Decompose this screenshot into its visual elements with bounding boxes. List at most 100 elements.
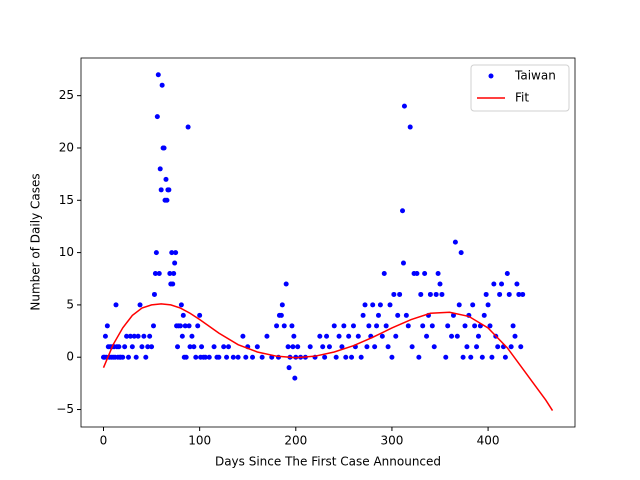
data-point bbox=[391, 291, 397, 297]
data-point bbox=[149, 344, 155, 350]
data-point bbox=[191, 344, 197, 350]
data-point bbox=[462, 323, 468, 329]
data-point bbox=[341, 323, 347, 329]
data-point bbox=[135, 333, 141, 339]
data-point bbox=[370, 302, 376, 308]
data-point bbox=[278, 312, 284, 318]
data-point bbox=[324, 333, 330, 339]
data-point bbox=[152, 271, 158, 277]
data-point bbox=[206, 354, 212, 360]
data-point bbox=[401, 103, 407, 109]
legend-marker bbox=[488, 73, 494, 79]
data-point bbox=[502, 354, 508, 360]
data-point bbox=[147, 333, 153, 339]
data-point bbox=[387, 302, 393, 308]
data-point bbox=[460, 354, 466, 360]
fit-line bbox=[102, 303, 554, 411]
data-point bbox=[285, 344, 291, 350]
data-point bbox=[487, 323, 493, 329]
data-point bbox=[472, 323, 478, 329]
data-point bbox=[133, 354, 139, 360]
legend-label: Taiwan bbox=[514, 69, 556, 83]
data-point bbox=[397, 291, 403, 297]
data-point bbox=[292, 375, 298, 381]
data-point bbox=[240, 333, 246, 339]
data-point bbox=[274, 323, 280, 329]
x-tick-label: 300 bbox=[380, 434, 403, 448]
data-point bbox=[422, 271, 428, 277]
data-point bbox=[189, 333, 195, 339]
data-point bbox=[449, 333, 455, 339]
data-point bbox=[497, 291, 503, 297]
y-tick-label: 0 bbox=[66, 350, 74, 364]
x-tick-label: 100 bbox=[188, 434, 211, 448]
data-point bbox=[125, 354, 131, 360]
data-point bbox=[202, 354, 208, 360]
data-point bbox=[166, 187, 172, 193]
data-point bbox=[433, 291, 439, 297]
data-point bbox=[139, 344, 145, 350]
data-point bbox=[355, 333, 361, 339]
data-point bbox=[326, 344, 332, 350]
data-point bbox=[377, 302, 383, 308]
data-point bbox=[346, 333, 352, 339]
data-point bbox=[186, 323, 192, 329]
data-point bbox=[199, 344, 205, 350]
data-point bbox=[124, 333, 130, 339]
data-point bbox=[431, 344, 437, 350]
data-point bbox=[364, 344, 370, 350]
data-point bbox=[504, 271, 510, 277]
data-point bbox=[429, 323, 435, 329]
data-point bbox=[322, 354, 328, 360]
data-point bbox=[395, 312, 401, 318]
data-point bbox=[385, 344, 391, 350]
data-point bbox=[393, 333, 399, 339]
data-point bbox=[170, 281, 176, 287]
data-point bbox=[102, 333, 108, 339]
data-point bbox=[154, 114, 160, 120]
data-point bbox=[235, 354, 241, 360]
data-point bbox=[153, 250, 159, 256]
data-point bbox=[167, 271, 173, 277]
data-point bbox=[400, 260, 406, 266]
data-point bbox=[169, 250, 175, 256]
data-point bbox=[381, 271, 387, 277]
data-point bbox=[375, 312, 381, 318]
data-point bbox=[510, 323, 516, 329]
data-point bbox=[405, 323, 411, 329]
data-point bbox=[254, 344, 260, 350]
y-tick-label: 5 bbox=[66, 297, 74, 311]
data-point bbox=[182, 323, 188, 329]
data-point bbox=[420, 323, 426, 329]
data-point bbox=[145, 344, 151, 350]
data-point bbox=[291, 333, 297, 339]
data-point bbox=[508, 344, 514, 350]
y-tick-label: 15 bbox=[59, 193, 74, 207]
data-point bbox=[464, 344, 470, 350]
data-point bbox=[221, 344, 227, 350]
data-point bbox=[195, 323, 201, 329]
data-point bbox=[180, 312, 186, 318]
x-tick-label: 200 bbox=[284, 434, 307, 448]
data-point bbox=[483, 291, 489, 297]
data-point bbox=[418, 291, 424, 297]
data-point bbox=[506, 291, 512, 297]
data-point bbox=[187, 344, 193, 350]
x-tick-label: 400 bbox=[477, 434, 500, 448]
data-point bbox=[443, 354, 449, 360]
data-point bbox=[474, 344, 480, 350]
data-point bbox=[456, 302, 462, 308]
data-point bbox=[407, 124, 413, 130]
data-point bbox=[122, 344, 128, 350]
y-tick-label: −5 bbox=[56, 402, 74, 416]
legend-box bbox=[470, 64, 570, 112]
data-point bbox=[439, 291, 445, 297]
data-point bbox=[230, 354, 236, 360]
x-tick-label: 0 bbox=[100, 434, 108, 448]
data-point bbox=[360, 312, 366, 318]
data-point bbox=[350, 323, 356, 329]
data-point bbox=[120, 354, 126, 360]
data-point bbox=[362, 302, 368, 308]
data-point bbox=[113, 302, 119, 308]
